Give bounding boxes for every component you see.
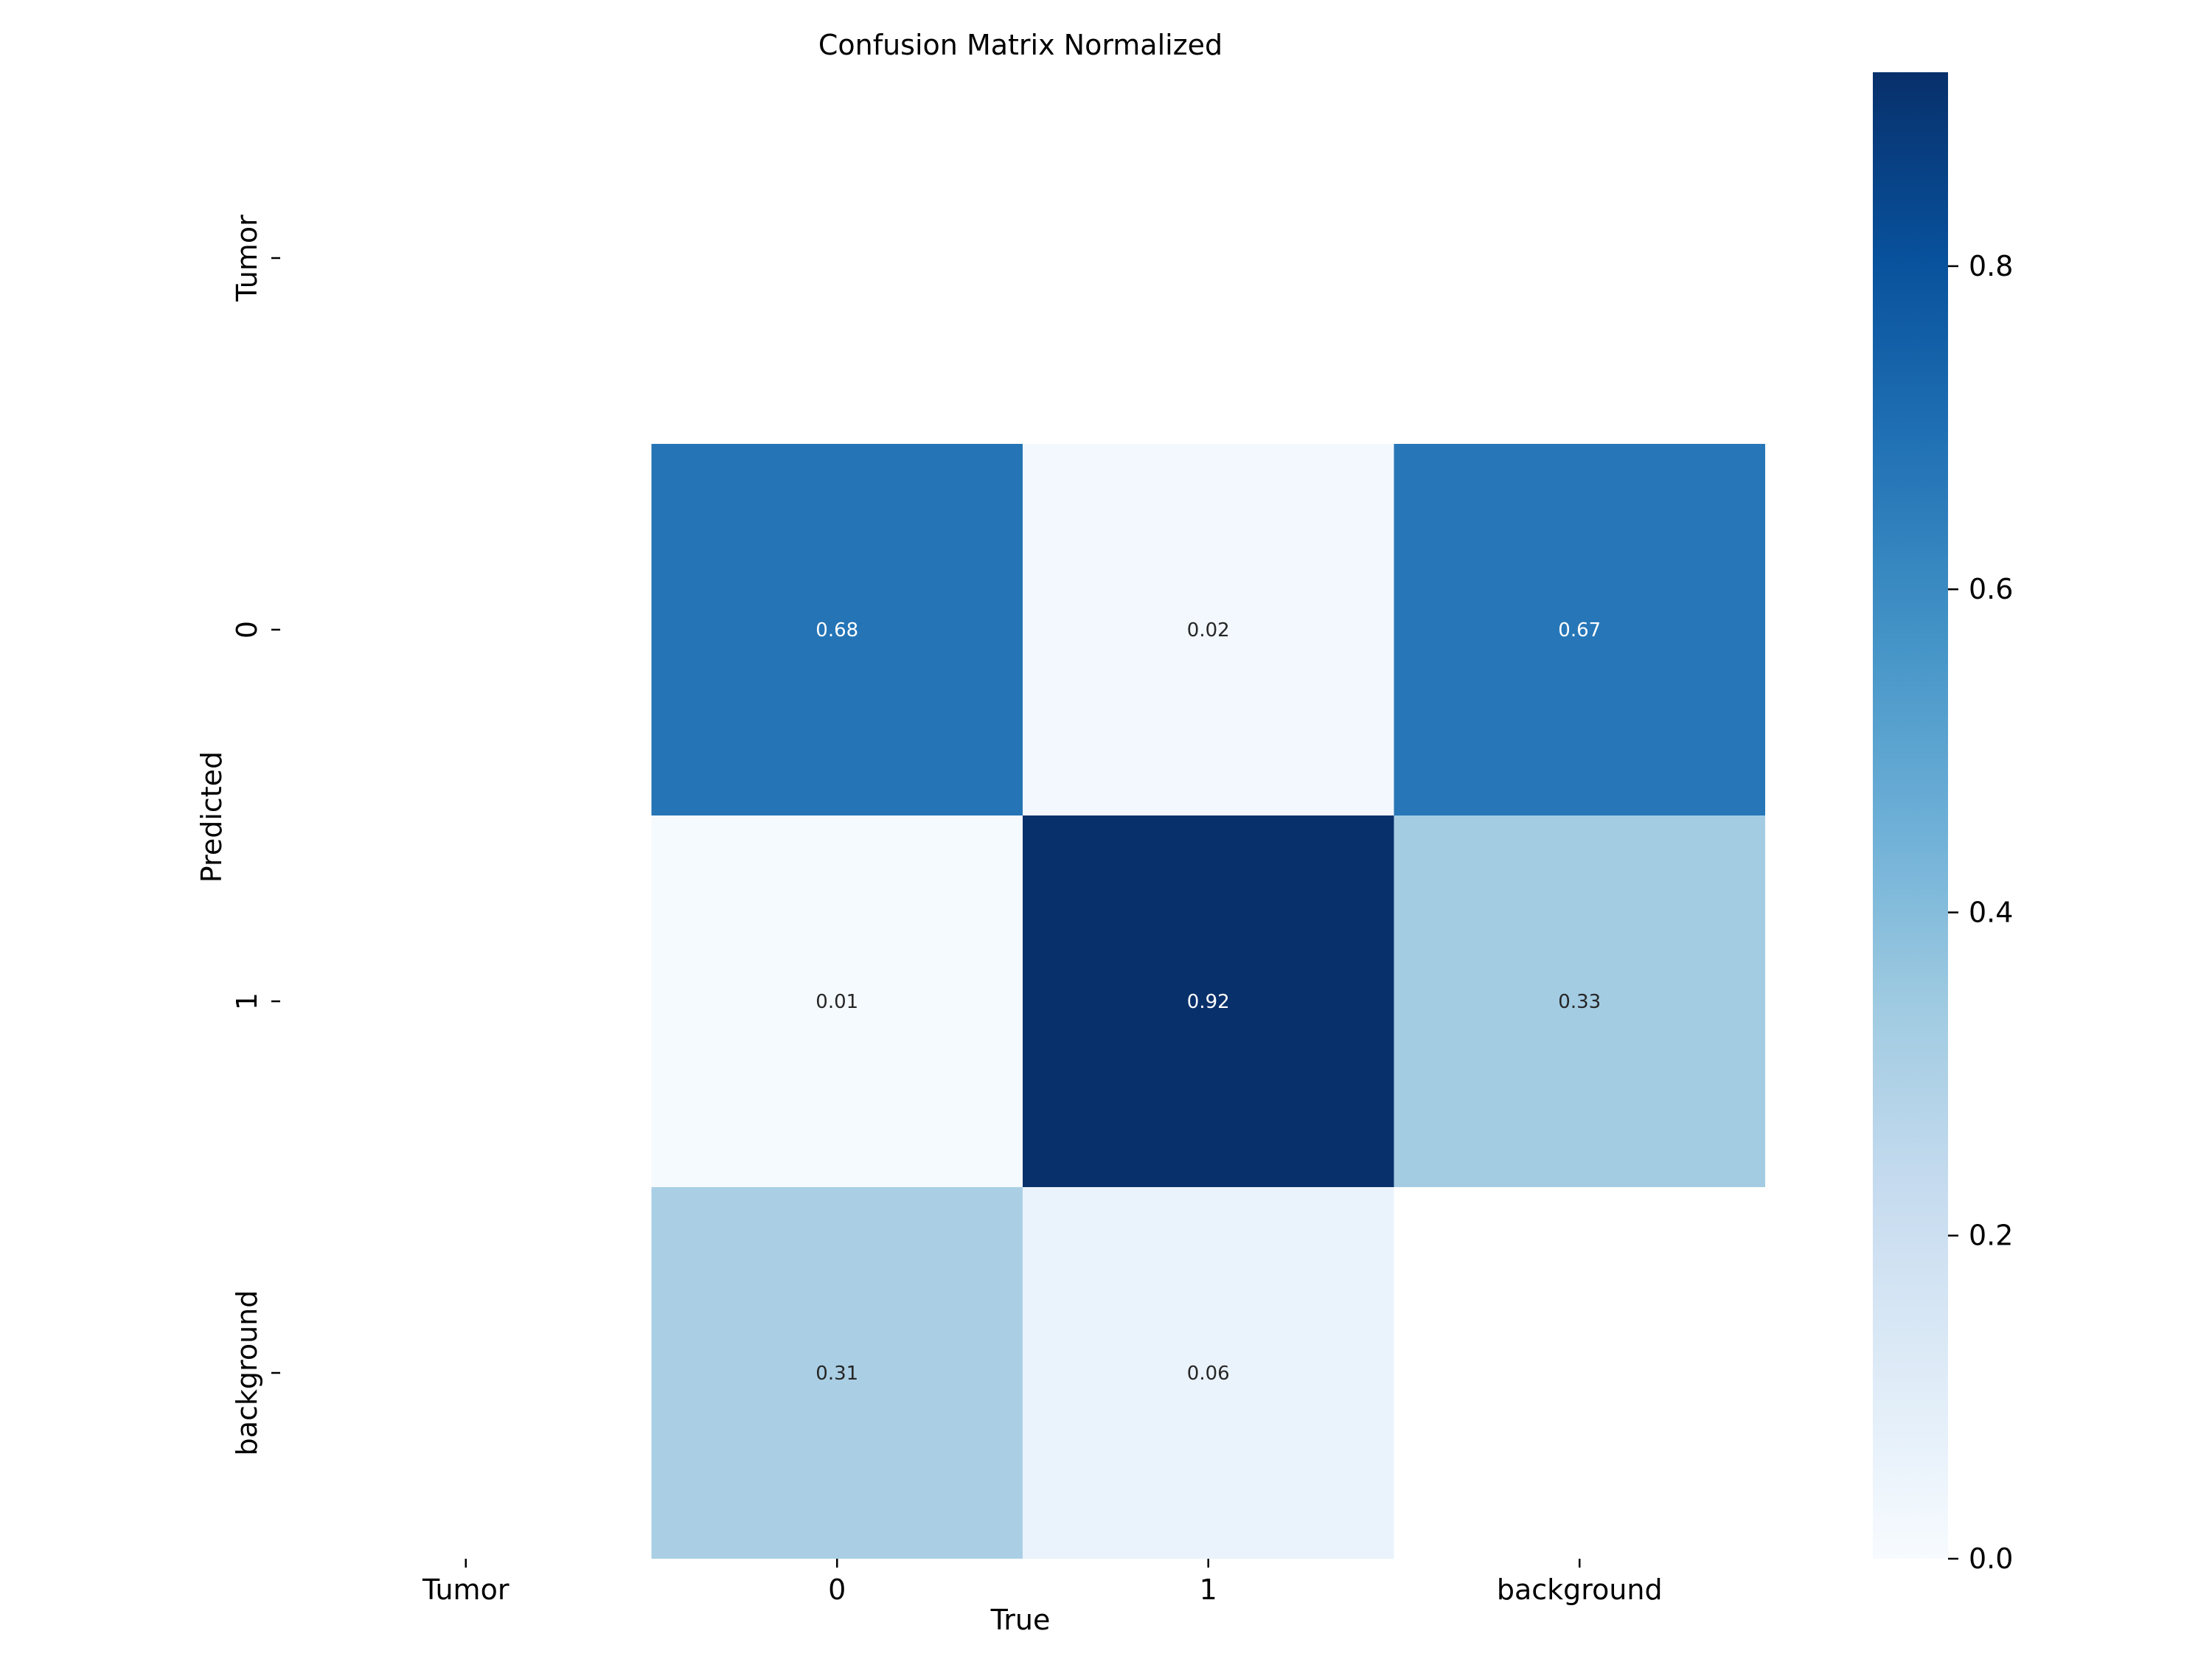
heatmap-cell-background-0 <box>651 1187 1023 1559</box>
y-axis-ticks: Tumor 0 1 background <box>231 215 280 1455</box>
cell-value-label: 0.01 <box>815 991 858 1013</box>
y-tick-label: 1 <box>231 992 263 1010</box>
y-tick-label: background <box>231 1290 263 1456</box>
heatmap-cell-background-1 <box>1023 1187 1394 1559</box>
x-tick-label: 0 <box>828 1573 846 1606</box>
heatmap-cells <box>651 444 1765 1559</box>
heatmap-cell-0-0 <box>651 444 1023 815</box>
x-axis-label: True <box>990 1604 1051 1636</box>
heatmap-cell-1-background <box>1394 815 1765 1187</box>
cell-value-label: 0.92 <box>1187 991 1230 1013</box>
colorbar-gradient <box>1873 72 1948 1559</box>
y-tick-label: Tumor <box>231 215 263 302</box>
cell-value-label: 0.31 <box>815 1363 858 1385</box>
colorbar-tick-label: 0.8 <box>1969 250 2013 282</box>
y-axis-label: Predicted <box>195 751 228 883</box>
x-tick-label: 1 <box>1200 1573 1217 1606</box>
cell-value-label: 0.67 <box>1558 619 1601 641</box>
chart-title: Confusion Matrix Normalized <box>818 29 1222 61</box>
heatmap-cell-1-0 <box>651 815 1023 1187</box>
x-tick-label: background <box>1497 1573 1663 1606</box>
colorbar-tick-label: 0.0 <box>1969 1543 2013 1575</box>
cell-value-label: 0.02 <box>1187 619 1230 641</box>
heatmap-cell-0-1 <box>1023 444 1394 815</box>
colorbar-ticks: 0.0 0.2 0.4 0.6 0.8 <box>1948 250 2013 1575</box>
heatmap-cell-0-background <box>1394 444 1765 815</box>
colorbar-tick-label: 0.2 <box>1969 1220 2013 1252</box>
cell-value-label: 0.68 <box>815 619 858 641</box>
cell-value-label: 0.33 <box>1558 991 1601 1013</box>
cell-value-label: 0.06 <box>1187 1363 1230 1385</box>
heatmap-cell-labels: 0.68 0.02 0.67 0.01 0.92 0.33 0.31 0.06 <box>815 619 1601 1385</box>
colorbar-tick-label: 0.6 <box>1969 573 2013 605</box>
colorbar: 0.0 0.2 0.4 0.6 0.8 <box>1873 72 2013 1575</box>
x-axis-ticks: Tumor 0 1 background <box>422 1559 1663 1606</box>
x-tick-label: Tumor <box>422 1573 509 1606</box>
colorbar-tick-label: 0.4 <box>1969 896 2013 928</box>
heatmap-cell-1-1 <box>1023 815 1394 1187</box>
y-tick-label: 0 <box>231 621 263 639</box>
